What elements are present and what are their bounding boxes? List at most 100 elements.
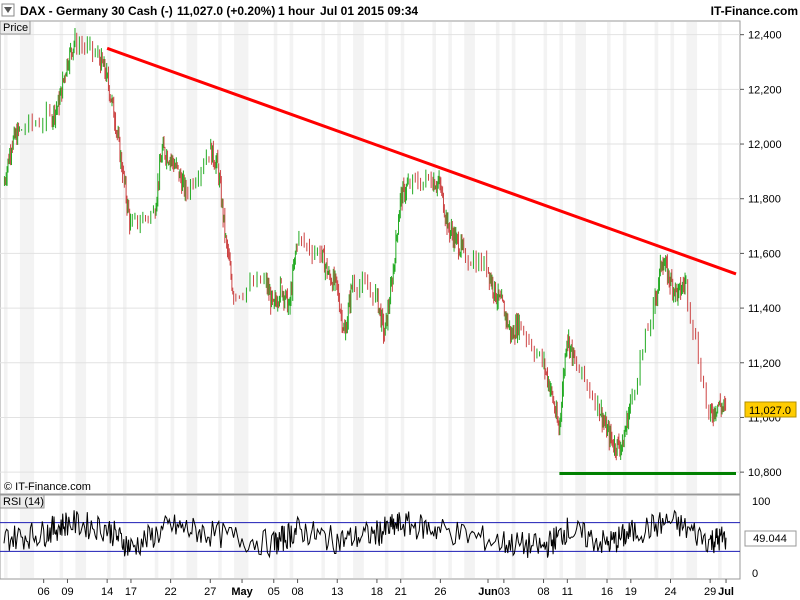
day-band bbox=[559, 22, 563, 493]
rsi-day-band bbox=[4, 496, 8, 578]
rsi-panel: RSI (14) bbox=[0, 494, 741, 580]
day-band bbox=[107, 22, 111, 493]
rsi-panel-label: RSI (14) bbox=[3, 496, 44, 508]
site-name: IT-Finance.com bbox=[711, 4, 798, 18]
x-tick-label: 18 bbox=[371, 586, 383, 598]
x-tick-label: 08 bbox=[537, 586, 549, 598]
rsi-day-band bbox=[654, 496, 659, 578]
day-band bbox=[75, 22, 87, 493]
watermark-text: © IT-Finance.com bbox=[4, 481, 91, 493]
day-band bbox=[170, 22, 175, 493]
x-tick-label: 26 bbox=[434, 586, 446, 598]
rsi-day-band bbox=[186, 496, 198, 578]
day-band bbox=[218, 22, 222, 493]
rsi-current-label: 49.044 bbox=[753, 533, 787, 545]
rsi-day-band bbox=[337, 496, 341, 578]
price-label-box bbox=[0, 20, 31, 35]
y-tick-label: 11,800 bbox=[748, 194, 781, 206]
day-band bbox=[543, 22, 548, 493]
day-band bbox=[4, 22, 8, 493]
price-grid bbox=[0, 34, 740, 473]
x-tick-label: 27 bbox=[204, 586, 216, 598]
day-band bbox=[654, 22, 659, 493]
rsi-day-band bbox=[607, 496, 611, 578]
day-band bbox=[289, 22, 294, 493]
rsi-day-band bbox=[170, 496, 175, 578]
day-band bbox=[59, 22, 64, 493]
rsi-day-band bbox=[234, 496, 249, 578]
rsi-day-band bbox=[686, 496, 698, 578]
day-band bbox=[400, 22, 405, 493]
rsi-tick-label: 0 bbox=[752, 568, 758, 580]
x-tick-label: Jun bbox=[478, 586, 498, 598]
day-band bbox=[718, 22, 722, 493]
header-left: DAX - Germany 30 Cash (-) 11,027.0 (+0.2… bbox=[1, 3, 418, 18]
rsi-day-band bbox=[432, 496, 437, 578]
rsi-day-band bbox=[154, 496, 159, 578]
x-tick-label: 21 bbox=[395, 586, 407, 598]
rsi-line bbox=[3, 509, 727, 559]
day-band bbox=[670, 22, 675, 493]
rsi-day-band bbox=[59, 496, 64, 578]
day-band bbox=[384, 22, 389, 493]
x-tick-label: 24 bbox=[664, 586, 676, 598]
day-band bbox=[575, 22, 586, 493]
y-tick-label: 11,600 bbox=[748, 248, 781, 260]
interval-label: 1 hour bbox=[278, 4, 315, 18]
y-tick-label: 12,200 bbox=[748, 84, 782, 96]
rsi-day-band bbox=[400, 496, 405, 578]
day-band bbox=[353, 22, 364, 493]
x-tick-label: 22 bbox=[164, 586, 176, 598]
day-band bbox=[234, 22, 249, 493]
y-tick-label: 12,000 bbox=[748, 139, 782, 151]
rsi-tick-label: 100 bbox=[752, 496, 770, 508]
rsi-day-band bbox=[75, 496, 87, 578]
rsi-day-band bbox=[448, 496, 452, 578]
x-tick-label: May bbox=[231, 586, 253, 598]
day-band bbox=[432, 22, 437, 493]
x-tick-label: 16 bbox=[601, 586, 613, 598]
rsi-day-band bbox=[19, 496, 35, 578]
quote-value: 11,027.0 (+0.20%) bbox=[177, 4, 275, 18]
x-tick-label: 14 bbox=[101, 586, 113, 598]
x-axis: 06 09 14 17 22 27 May 05 08 13 18 21 26 Jun 03 08 11 16 19… bbox=[38, 579, 734, 598]
price-panel-label: Price bbox=[3, 22, 28, 34]
rsi-day-band bbox=[107, 496, 111, 578]
rsi-day-band bbox=[511, 496, 516, 578]
x-tick-label: 13 bbox=[331, 586, 343, 598]
day-band bbox=[273, 22, 278, 493]
day-band bbox=[123, 22, 127, 493]
y-tick-label: 12,400 bbox=[748, 30, 782, 42]
rsi-day-band bbox=[123, 496, 127, 578]
day-band bbox=[622, 22, 627, 493]
timestamp-label: Jul 01 2015 09:34 bbox=[320, 4, 418, 18]
resistance-trendline bbox=[106, 46, 737, 276]
x-tick-label: 03 bbox=[498, 586, 510, 598]
chevron-down-icon bbox=[4, 7, 12, 13]
x-tick-label: 11 bbox=[562, 586, 573, 598]
rsi-day-band bbox=[575, 496, 586, 578]
rsi-day-band bbox=[670, 496, 675, 578]
price-panel: Price © IT-Finance.com bbox=[0, 20, 741, 495]
rsi-day-band bbox=[543, 496, 548, 578]
day-band bbox=[337, 22, 341, 493]
x-tick-label: 09 bbox=[61, 586, 73, 598]
day-band bbox=[154, 22, 159, 493]
day-band bbox=[495, 22, 500, 493]
x-tick-label: 19 bbox=[625, 586, 637, 598]
rsi-day-band bbox=[353, 496, 364, 578]
day-band bbox=[448, 22, 452, 493]
x-tick-label: 17 bbox=[125, 586, 137, 598]
current-price-label: 11,027.0 bbox=[749, 405, 791, 417]
x-tick-label: 05 bbox=[268, 586, 280, 598]
weekend-bands bbox=[4, 22, 722, 493]
rsi-value-badge bbox=[744, 530, 797, 547]
price-candles bbox=[3, 28, 727, 461]
current-price-badge bbox=[744, 401, 797, 418]
x-tick-label: 06 bbox=[38, 586, 50, 598]
day-band bbox=[186, 22, 198, 493]
x-tick-label: 08 bbox=[291, 586, 303, 598]
day-band bbox=[511, 22, 516, 493]
header-bar bbox=[0, 0, 800, 20]
